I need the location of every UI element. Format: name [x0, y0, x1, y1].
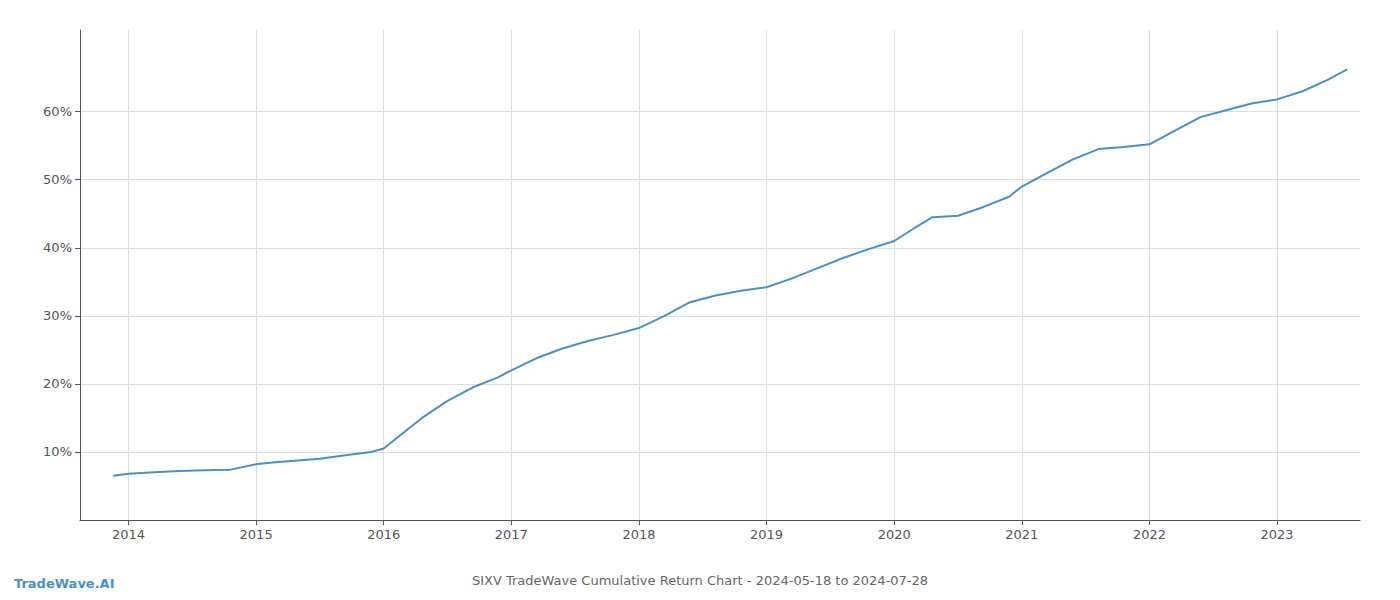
svg-text:2014: 2014	[112, 527, 145, 542]
svg-text:2017: 2017	[495, 527, 528, 542]
svg-text:2020: 2020	[878, 527, 911, 542]
svg-text:20%: 20%	[43, 376, 72, 391]
svg-text:10%: 10%	[43, 444, 72, 459]
svg-text:2018: 2018	[622, 527, 655, 542]
svg-text:2021: 2021	[1005, 527, 1038, 542]
svg-text:60%: 60%	[43, 104, 72, 119]
svg-text:2015: 2015	[240, 527, 273, 542]
svg-text:50%: 50%	[43, 172, 72, 187]
svg-text:40%: 40%	[43, 240, 72, 255]
svg-text:2022: 2022	[1133, 527, 1166, 542]
svg-text:TradeWave.AI: TradeWave.AI	[14, 576, 115, 591]
svg-text:2016: 2016	[367, 527, 400, 542]
svg-text:2023: 2023	[1261, 527, 1294, 542]
svg-text:SIXV TradeWave Cumulative Retu: SIXV TradeWave Cumulative Return Chart -…	[472, 573, 928, 588]
svg-text:30%: 30%	[43, 308, 72, 323]
svg-text:2019: 2019	[750, 527, 783, 542]
